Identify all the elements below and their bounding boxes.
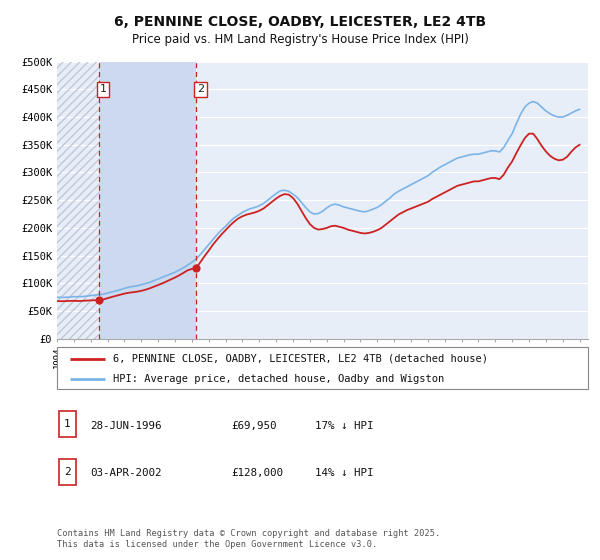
Bar: [57, 62, 99, 339]
Text: 2: 2: [64, 467, 71, 477]
Text: Contains HM Land Registry data © Crown copyright and database right 2025.
This d: Contains HM Land Registry data © Crown c…: [57, 529, 440, 549]
Point: [94, 296, 104, 305]
Text: 6, PENNINE CLOSE, OADBY, LEICESTER, LE2 4TB (detached house): 6, PENNINE CLOSE, OADBY, LEICESTER, LE2 …: [113, 354, 488, 364]
Point: [191, 263, 201, 272]
FancyBboxPatch shape: [59, 411, 76, 437]
Bar: [99, 62, 196, 339]
Text: Price paid vs. HM Land Registry's House Price Index (HPI): Price paid vs. HM Land Registry's House …: [131, 32, 469, 46]
Text: 2: 2: [197, 85, 204, 94]
Text: HPI: Average price, detached house, Oadby and Wigston: HPI: Average price, detached house, Oadb…: [113, 374, 444, 384]
FancyBboxPatch shape: [59, 459, 76, 485]
Text: 14% ↓ HPI: 14% ↓ HPI: [315, 468, 373, 478]
Text: 28-JUN-1996: 28-JUN-1996: [90, 421, 161, 431]
Text: 1: 1: [100, 85, 107, 94]
Text: 1: 1: [64, 419, 71, 429]
Text: £69,950: £69,950: [231, 421, 277, 431]
FancyBboxPatch shape: [57, 347, 588, 389]
Text: 17% ↓ HPI: 17% ↓ HPI: [315, 421, 373, 431]
Text: £128,000: £128,000: [231, 468, 283, 478]
Text: 6, PENNINE CLOSE, OADBY, LEICESTER, LE2 4TB: 6, PENNINE CLOSE, OADBY, LEICESTER, LE2 …: [114, 15, 486, 29]
Text: 03-APR-2002: 03-APR-2002: [90, 468, 161, 478]
